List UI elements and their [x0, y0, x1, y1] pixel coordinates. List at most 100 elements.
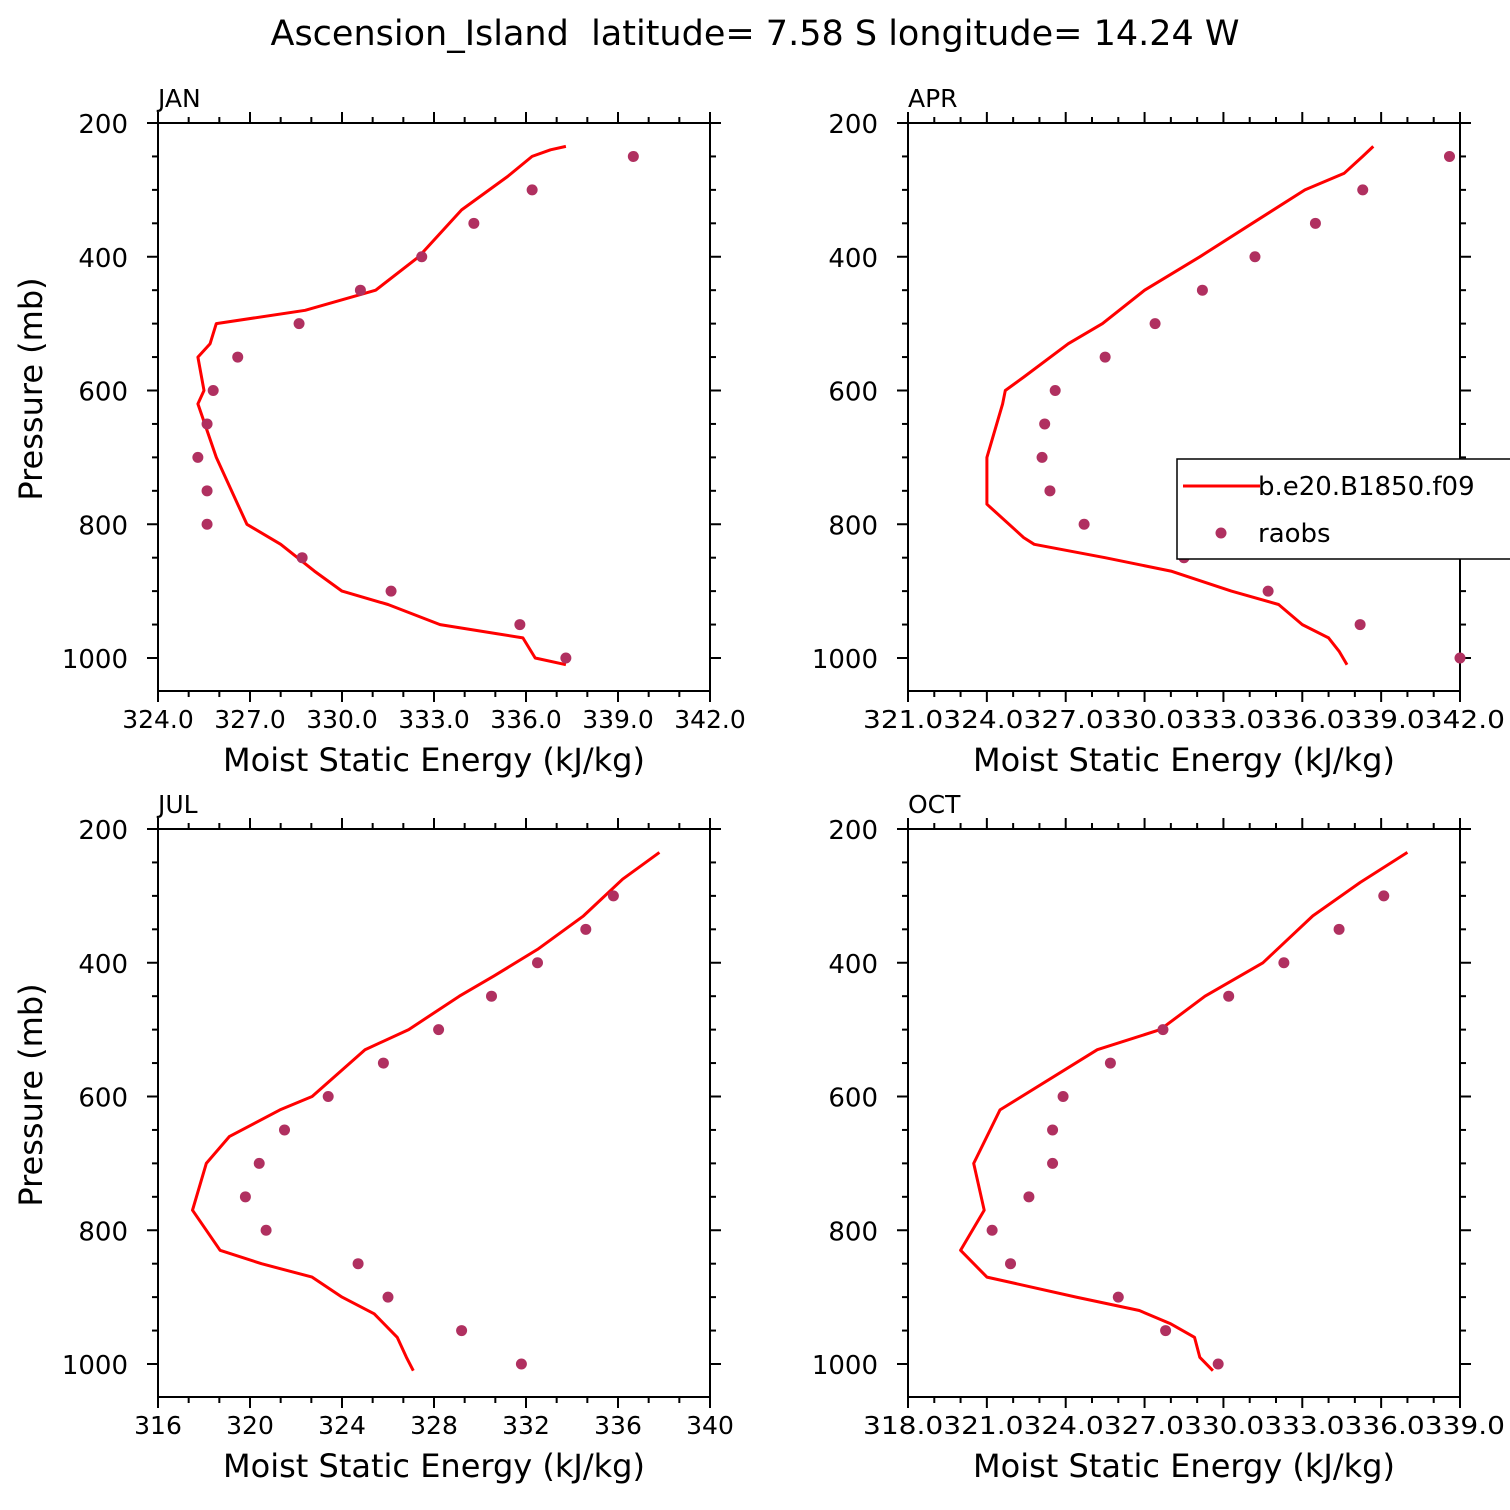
raobs-point [560, 652, 572, 664]
panel-title: APR [908, 84, 958, 113]
x-tick-labels: 318.0321.0324.0327.0330.0333.0336.0339.0 [863, 1411, 1505, 1440]
panel-title: JUL [156, 790, 198, 819]
legend-marker-swatch [1215, 527, 1227, 539]
raobs-point [1099, 351, 1111, 363]
panel-jan: 200 400 600 800 1000 324.0 327.0 330.0 333.0 336.… [12, 84, 746, 779]
series-line-model [985, 145, 1375, 666]
raobs-point [986, 1224, 998, 1236]
raobs-point [1278, 957, 1290, 969]
y-axis-label: Pressure (mb) [12, 983, 50, 1206]
raobs-point [385, 585, 397, 597]
y-tick-label: 200 [828, 110, 878, 140]
raobs-point [532, 957, 543, 969]
raobs-point [1149, 318, 1161, 330]
x-axis-label: Moist Static Energy (kJ/kg) [223, 741, 645, 779]
x-axis-label: Moist Static Energy (kJ/kg) [973, 741, 1395, 779]
raobs-point [456, 1325, 468, 1337]
legend-label-model: b.e20.B1850.f09 [1258, 472, 1475, 502]
y-tick-label: 400 [828, 244, 878, 274]
x-tick-label: 327.0 [214, 705, 286, 734]
raobs-point [486, 990, 497, 1002]
y-tick-label: 400 [828, 950, 878, 980]
raobs-point [239, 1191, 251, 1203]
raobs-point [1212, 1358, 1224, 1370]
y-tick-label: 800 [828, 511, 878, 541]
x-tick-label: 316 [134, 1411, 182, 1440]
plot-frame [157, 122, 711, 692]
panel-oct: 200 400 600 800 1000 318.0321.0324.0327.0330.… [812, 790, 1505, 1485]
x-tick-labels: 321.0324.0327.0330.0333.0336.0339.0342.0 [863, 705, 1505, 734]
raobs-point [1249, 251, 1261, 263]
raobs-point [416, 251, 428, 263]
raobs-point [354, 284, 366, 296]
raobs-point [1196, 284, 1208, 296]
raobs-point [1039, 418, 1051, 430]
y-tick-label: 600 [828, 378, 878, 408]
raobs-point [627, 150, 639, 162]
raobs-point [1078, 518, 1090, 530]
page-title: Ascension_Island latitude= 7.58 S longit… [271, 14, 1240, 54]
y-tick-label: 200 [828, 816, 878, 846]
raobs-point [1160, 1325, 1172, 1337]
raobs-point [201, 418, 213, 430]
y-tick-label: 1000 [812, 645, 878, 675]
raobs-point [253, 1157, 265, 1169]
x-tick-label: 336 [594, 1411, 642, 1440]
y-tick-label: 600 [78, 1084, 128, 1114]
raobs-point [1047, 1124, 1059, 1136]
raobs-point [279, 1124, 290, 1136]
y-tick-label: 1000 [62, 1351, 128, 1381]
raobs-point [526, 184, 538, 196]
raobs-point [514, 619, 526, 631]
plot-frame [157, 828, 711, 1398]
raobs-point [1104, 1057, 1116, 1069]
raobs-point [192, 451, 204, 463]
y-tick-label: 800 [78, 511, 128, 541]
raobs-point [1036, 451, 1048, 463]
panel-apr: 200 400 600 800 1000 321.0324.0327.0330.0333.… [812, 84, 1505, 779]
raobs-point [201, 518, 213, 530]
raobs-point [1023, 1191, 1035, 1203]
raobs-point [1262, 585, 1274, 597]
y-tick-label: 1000 [62, 645, 128, 675]
legend: b.e20.B1850.f09 raobs [1176, 458, 1510, 560]
x-tick-label: 339.0 [582, 705, 654, 734]
x-tick-label: 332 [502, 1411, 550, 1440]
raobs-point [580, 923, 592, 935]
raobs-point [1049, 385, 1061, 396]
y-tick-label: 400 [78, 244, 128, 274]
raobs-point [433, 1024, 445, 1036]
panel-title: OCT [908, 790, 961, 819]
y-tick-label: 800 [828, 1217, 878, 1247]
x-tick-label: 336.0 [490, 705, 562, 734]
x-tick-label: 324 [318, 1411, 366, 1440]
y-axis-label: Pressure (mb) [12, 277, 50, 500]
raobs-point [1357, 184, 1369, 196]
raobs-point [1112, 1291, 1124, 1303]
raobs-point [1005, 1258, 1017, 1270]
x-tick-label: 330.0 [306, 705, 378, 734]
raobs-point [1157, 1024, 1169, 1036]
x-tick-label: 342.0 [674, 705, 746, 734]
raobs-point [1044, 485, 1056, 497]
panel-title: JAN [156, 84, 201, 113]
series-line-model [959, 851, 1409, 1372]
plot-frame [907, 828, 1461, 1398]
raobs-point [352, 1258, 364, 1270]
raobs-point [293, 318, 305, 330]
raobs-point [1333, 923, 1345, 935]
y-tick-label: 1000 [812, 1351, 878, 1381]
y-tick-label: 600 [828, 1084, 878, 1114]
raobs-point [1223, 990, 1235, 1002]
raobs-point [515, 1358, 527, 1370]
plot-frame [907, 122, 1461, 692]
y-tick-label: 400 [78, 950, 128, 980]
raobs-point [207, 385, 219, 396]
x-tick-label: 340 [686, 1411, 734, 1440]
raobs-point [377, 1057, 389, 1069]
raobs-point [607, 890, 619, 902]
x-tick-label: 328 [410, 1411, 458, 1440]
raobs-point [1047, 1157, 1059, 1169]
raobs-point [1309, 217, 1321, 229]
